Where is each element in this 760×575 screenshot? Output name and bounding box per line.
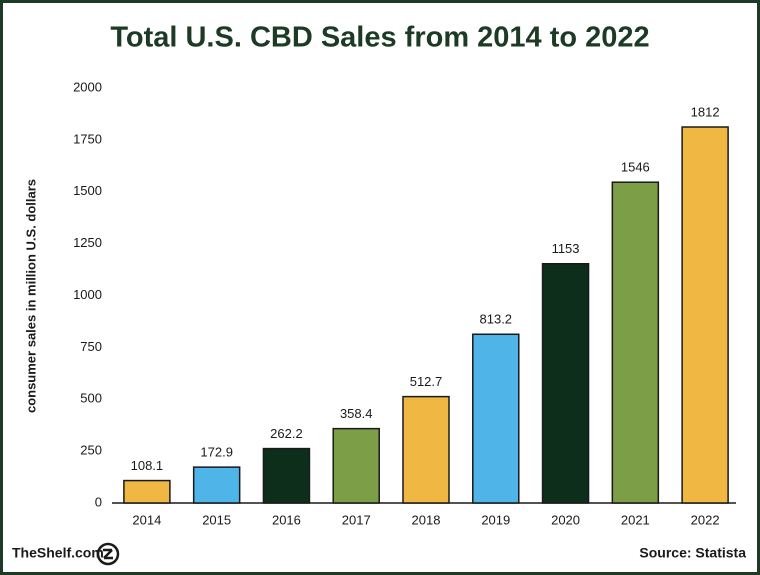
logo-ring [96, 542, 120, 566]
x-tick-label: 2014 [132, 512, 161, 527]
y-tick-label: 1250 [73, 235, 102, 250]
x-tick-label: 2020 [551, 512, 580, 527]
y-tick-label: 0 [95, 494, 102, 509]
data-label: 1546 [621, 160, 650, 175]
footer-source: Source: Statista [639, 545, 746, 561]
bar [611, 181, 660, 504]
bar [192, 466, 241, 504]
x-tick-label: 2018 [412, 512, 441, 527]
y-tick-label: 500 [80, 391, 102, 406]
brand-logo [96, 542, 120, 566]
x-tick-label: 2021 [621, 512, 650, 527]
data-label: 813.2 [480, 312, 513, 327]
footer-brand: TheShelf.com [12, 545, 104, 561]
data-label: 108.1 [131, 458, 164, 473]
data-label: 172.9 [200, 445, 233, 460]
data-label: 262.2 [270, 426, 303, 441]
y-tick-label: 1500 [73, 183, 102, 198]
y-tick-label: 250 [80, 443, 102, 458]
bar [541, 263, 590, 504]
x-tick-label: 2016 [272, 512, 301, 527]
y-axis-label: consumer sales in million U.S. dollars [23, 179, 38, 413]
data-label: 512.7 [410, 374, 443, 389]
data-label: 1153 [552, 241, 580, 256]
bar [472, 333, 520, 504]
x-tick-label: 2019 [481, 512, 510, 527]
bar [332, 427, 380, 504]
x-tick-label: 2017 [342, 512, 371, 527]
chart-title: Total U.S. CBD Sales from 2014 to 2022 [110, 22, 649, 54]
bar [402, 395, 450, 504]
y-tick-label: 1750 [73, 131, 102, 146]
y-tick-label: 1000 [73, 287, 102, 302]
data-label: 358.4 [340, 406, 373, 421]
y-tick-label: 2000 [73, 79, 102, 94]
x-tick-label: 2015 [202, 512, 231, 527]
bar [262, 447, 311, 504]
bar [681, 126, 729, 504]
data-label: 1812 [691, 104, 720, 119]
y-tick-label: 750 [80, 339, 102, 354]
x-tick-label: 2022 [691, 512, 720, 527]
logo-glyph [103, 548, 113, 560]
bar [123, 479, 171, 504]
